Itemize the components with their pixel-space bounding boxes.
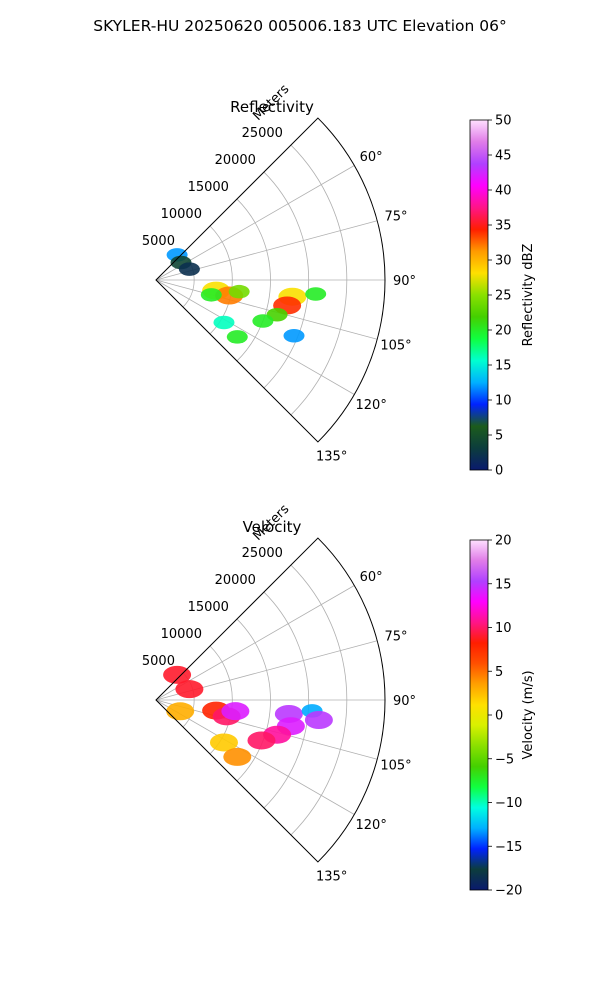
azimuth-tick-label: 105° — [380, 338, 411, 353]
colorbar-tick-label: 20 — [495, 324, 512, 339]
range-tick-label: 25000 — [242, 546, 283, 561]
colorbar-tick-label: 30 — [495, 254, 512, 269]
colorbar-tick-label: −20 — [495, 884, 522, 899]
azimuth-tick-label: 60° — [360, 570, 383, 585]
range-tick-label: 15000 — [188, 180, 229, 195]
azimuth-spoke — [155, 279, 355, 395]
sector-outline — [155, 117, 386, 443]
range-tick-label: 20000 — [215, 573, 256, 588]
colorbar-tick-label: 5 — [495, 665, 503, 680]
azimuth-tick-label: 120° — [356, 398, 387, 413]
range-tick-label: 5000 — [142, 654, 175, 669]
azimuth-tick-label: 135° — [316, 450, 347, 465]
echo-blob — [304, 711, 333, 730]
azimuth-tick-label: 75° — [384, 210, 407, 225]
colorbar-label: Velocity (m/s) — [521, 670, 536, 759]
colorbar-tick-label: −15 — [495, 840, 522, 855]
echo-blob — [175, 680, 204, 699]
echo-blob — [223, 747, 252, 766]
colorbar-tick-label: 5 — [495, 429, 503, 444]
colorbar-tick-label: 10 — [495, 621, 512, 636]
echo-blob — [209, 733, 238, 752]
colorbar-tick-label: 35 — [495, 219, 512, 234]
echo-blob — [305, 287, 327, 301]
chart-1: Velocity 60° 75° 90° 105° 120° 135° 5000 10000 15… — [142, 502, 536, 899]
colorbar-tick-label: 40 — [495, 184, 512, 199]
colorbar-tick-label: 25 — [495, 289, 512, 304]
range-tick-label: 20000 — [215, 153, 256, 168]
echo-blob — [221, 702, 250, 721]
azimuth-spoke — [155, 279, 378, 340]
figure-suptitle: SKYLER-HU 20250620 005006.183 UTC Elevat… — [93, 17, 507, 35]
sector-outline — [155, 537, 386, 863]
chart-title: Velocity — [243, 518, 302, 536]
echo-blob — [166, 702, 195, 721]
echo-blob — [178, 262, 200, 276]
colorbar-tick-label: 15 — [495, 359, 512, 374]
echo-blob — [163, 665, 192, 684]
plots-layer: Reflectivity60°75°90°105°120°135°5000100… — [142, 82, 536, 899]
colorbar — [469, 119, 489, 471]
azimuth-tick-label: 120° — [356, 818, 387, 833]
echo-blob — [252, 314, 274, 328]
range-tick-label: 10000 — [161, 207, 202, 222]
colorbar-tick-label: −10 — [495, 796, 522, 811]
azimuth-tick-label: 135° — [316, 870, 347, 885]
azimuth-spoke — [155, 699, 355, 815]
colorbar-tick-label: 0 — [495, 464, 503, 479]
range-tick-label: 15000 — [188, 600, 229, 615]
echo-blob — [283, 329, 305, 343]
azimuth-tick-label: 60° — [360, 150, 383, 165]
colorbar-tick-label: 50 — [495, 114, 512, 129]
colorbar — [469, 539, 489, 891]
colorbar-tick-label: 0 — [495, 709, 503, 724]
azimuth-tick-label: 75° — [384, 630, 407, 645]
echo-blob — [228, 284, 250, 299]
range-tick-label: 25000 — [242, 126, 283, 141]
echo-blob — [226, 330, 248, 344]
chart-0: Reflectivity60°75°90°105°120°135°5000100… — [142, 82, 536, 479]
colorbar-tick-label: 15 — [495, 577, 512, 592]
azimuth-tick-label: 90° — [393, 694, 416, 709]
colorbar-tick-label: 20 — [495, 534, 512, 549]
azimuth-tick-label: 90° — [393, 274, 416, 289]
colorbar-tick-label: −5 — [495, 752, 514, 767]
colorbar-tick-label: 10 — [495, 394, 512, 409]
echo-blob — [200, 288, 222, 302]
range-tick-label: 10000 — [161, 627, 202, 642]
colorbar-label: Reflectivity dBZ — [521, 244, 536, 347]
chart-title: Reflectivity — [230, 98, 314, 116]
colorbar-tick-label: 45 — [495, 149, 512, 164]
echo-blob — [213, 315, 235, 330]
range-tick-label: 5000 — [142, 234, 175, 249]
azimuth-tick-label: 105° — [380, 758, 411, 773]
echo-blob — [247, 731, 276, 750]
